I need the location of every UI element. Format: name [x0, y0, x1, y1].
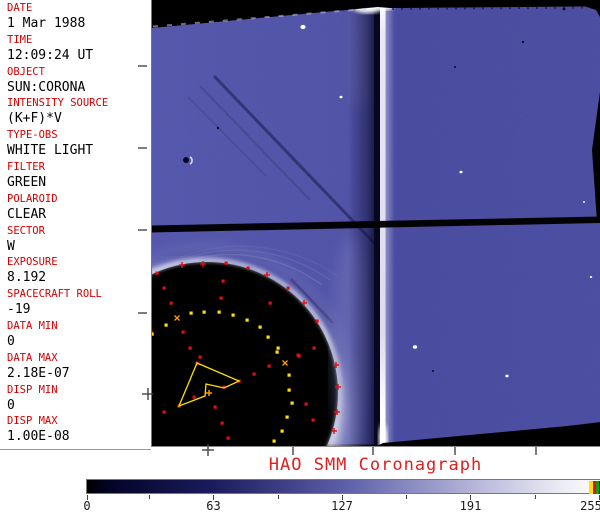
plot-title: HAO SMM Coronagraph	[151, 455, 600, 475]
yellow-square-marker	[232, 314, 235, 317]
colorbar-tick-label: 127	[331, 500, 353, 512]
red-square-marker	[199, 356, 202, 359]
red-square-marker	[182, 331, 185, 334]
yellow-square-marker	[190, 312, 193, 315]
yellow-square-marker	[291, 402, 294, 405]
star-point	[300, 25, 305, 29]
red-square-marker	[214, 406, 217, 409]
red-square-marker	[170, 302, 173, 305]
yellow-square-marker	[273, 440, 276, 443]
yellow-square-marker	[286, 416, 289, 419]
colorbar-tick-label: 0	[83, 500, 90, 512]
red-square-marker	[163, 287, 166, 290]
yellow-square-marker	[259, 326, 262, 329]
yellow-square-marker	[277, 347, 280, 350]
yellow-square-marker	[151, 333, 154, 336]
red-square-marker	[298, 355, 301, 358]
colorbar-gradient	[86, 479, 600, 494]
dust-speck	[183, 157, 189, 163]
red-square-marker	[268, 365, 271, 368]
red-square-marker	[222, 280, 225, 283]
red-square-marker	[305, 403, 308, 406]
star-point	[505, 375, 508, 378]
red-square-marker	[220, 297, 223, 300]
red-square-marker	[312, 419, 315, 422]
dust-speck	[217, 127, 219, 129]
yellow-square-marker	[276, 351, 279, 354]
star-point	[583, 201, 585, 203]
star-point	[590, 276, 593, 278]
colorbar-minor-tick	[149, 495, 150, 499]
red-square-marker	[313, 347, 316, 350]
yellow-square-marker	[288, 374, 291, 377]
red-square-marker	[253, 373, 256, 376]
colorbar-tick-label: 255	[580, 500, 600, 512]
red-square-marker	[193, 396, 196, 399]
red-square-marker	[156, 272, 159, 275]
yellow-square-marker	[218, 311, 221, 314]
red-square-marker	[247, 267, 250, 270]
yellow-square-marker	[203, 311, 206, 314]
yellow-square-marker	[165, 324, 168, 327]
star-point	[459, 171, 462, 174]
intensity-colorbar: 0 63 127 191 255	[86, 479, 600, 512]
star-point	[413, 345, 417, 349]
dust-speck	[563, 8, 566, 11]
red-square-marker	[225, 262, 228, 265]
colorbar-minor-tick	[535, 495, 536, 499]
red-square-marker	[287, 287, 290, 290]
red-square-marker	[163, 411, 166, 414]
yellow-square-marker	[267, 336, 270, 339]
colorbar-tick-label: 191	[460, 500, 482, 512]
colorbar-minor-tick	[278, 495, 279, 499]
red-square-marker	[316, 320, 319, 323]
red-square-marker	[269, 302, 272, 305]
dust-speck	[454, 66, 456, 68]
red-square-marker	[221, 422, 224, 425]
dust-speck	[522, 41, 524, 43]
red-square-marker	[189, 347, 192, 350]
dust-speck	[432, 370, 434, 372]
red-square-marker	[227, 437, 230, 440]
colorbar-minor-tick	[406, 495, 407, 499]
star-point	[339, 96, 342, 99]
yellow-square-marker	[281, 430, 284, 433]
colorbar-tick-label: 63	[206, 500, 220, 512]
yellow-square-marker	[246, 319, 249, 322]
yellow-square-marker	[288, 389, 291, 392]
